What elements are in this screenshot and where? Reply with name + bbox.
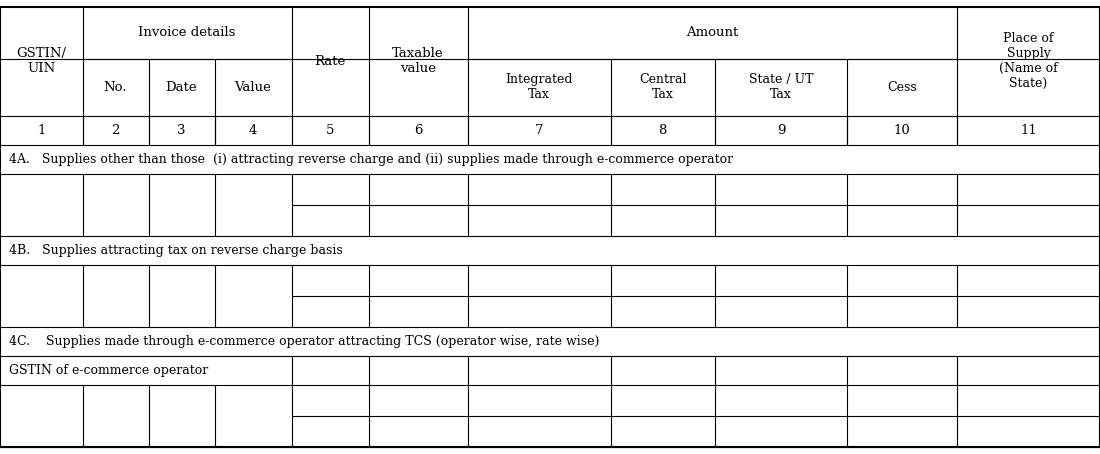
Text: GSTIN/
UIN: GSTIN/ UIN bbox=[16, 47, 66, 75]
Text: 4A.   Supplies other than those  (i) attracting reverse charge and (ii) supplies: 4A. Supplies other than those (i) attrac… bbox=[9, 153, 733, 166]
Text: 11: 11 bbox=[1020, 123, 1037, 137]
Text: 1: 1 bbox=[37, 123, 45, 137]
Text: Value: Value bbox=[234, 81, 272, 94]
Text: GSTIN of e-commerce operator: GSTIN of e-commerce operator bbox=[9, 364, 208, 377]
Text: 4B.   Supplies attracting tax on reverse charge basis: 4B. Supplies attracting tax on reverse c… bbox=[9, 244, 342, 257]
Text: 8: 8 bbox=[659, 123, 667, 137]
Text: Taxable
value: Taxable value bbox=[393, 47, 443, 75]
Text: 10: 10 bbox=[893, 123, 911, 137]
Text: 6: 6 bbox=[414, 123, 422, 137]
Text: Invoice details: Invoice details bbox=[139, 26, 235, 39]
Text: Amount: Amount bbox=[686, 26, 738, 39]
Text: 5: 5 bbox=[326, 123, 334, 137]
Text: 4: 4 bbox=[249, 123, 257, 137]
Text: 2: 2 bbox=[111, 123, 120, 137]
Text: Cess: Cess bbox=[887, 81, 917, 94]
Text: 4C.    Supplies made through e-commerce operator attracting TCS (operator wise, : 4C. Supplies made through e-commerce ope… bbox=[9, 335, 600, 348]
Text: Rate: Rate bbox=[315, 55, 345, 68]
Text: 7: 7 bbox=[535, 123, 543, 137]
Text: 9: 9 bbox=[777, 123, 785, 137]
Text: 3: 3 bbox=[177, 123, 186, 137]
Text: Integrated
Tax: Integrated Tax bbox=[505, 73, 573, 101]
Text: State / UT
Tax: State / UT Tax bbox=[749, 73, 813, 101]
Text: Central
Tax: Central Tax bbox=[639, 73, 686, 101]
Text: Date: Date bbox=[166, 81, 197, 94]
Text: No.: No. bbox=[103, 81, 128, 94]
Text: Place of
Supply
(Name of
State): Place of Supply (Name of State) bbox=[999, 32, 1058, 90]
